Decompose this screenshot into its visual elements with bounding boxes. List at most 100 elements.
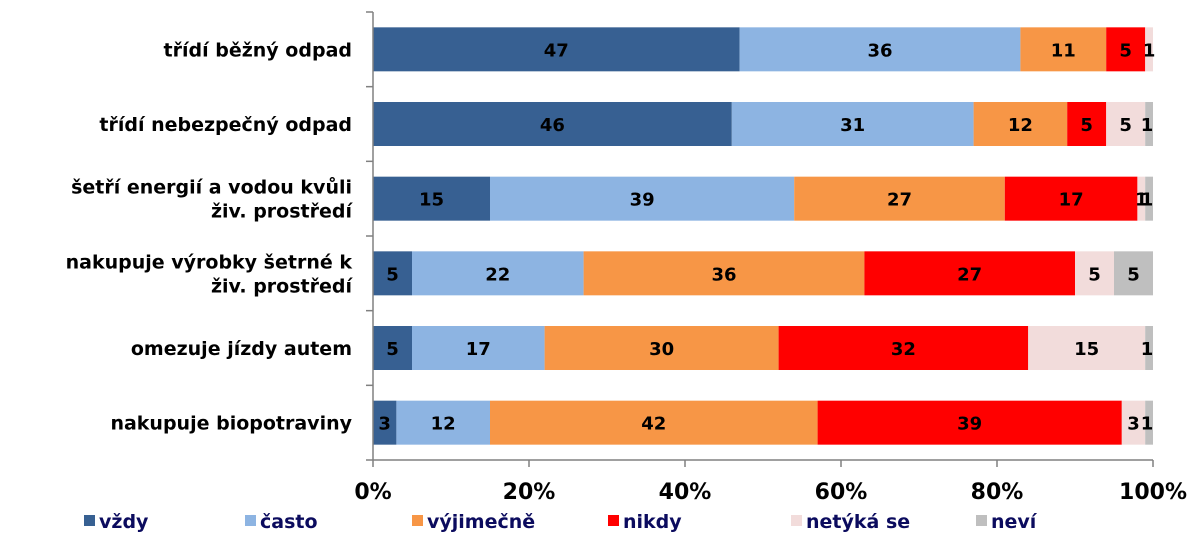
- bar-segment: [373, 27, 740, 72]
- bar-segment: [490, 176, 795, 221]
- data-label: 15: [1074, 339, 1099, 360]
- category-label: nakupuje výrobky šetrné k: [66, 251, 353, 273]
- bar-segment: [731, 102, 974, 146]
- data-label: 12: [1008, 115, 1033, 136]
- data-label: 12: [431, 414, 456, 435]
- bar-segment: [794, 176, 1005, 221]
- category-label: nakupuje biopotraviny: [110, 413, 352, 435]
- bar-segment: [973, 102, 1068, 146]
- x-tick-label: 20%: [503, 480, 556, 505]
- bar-segment: [373, 176, 490, 221]
- axes-group: [366, 11, 1154, 467]
- legend: vždy často výjimečně nikdy netýká se neví: [84, 511, 1038, 533]
- bar-segment: [1145, 176, 1153, 221]
- category-label: třídí běžný odpad: [164, 39, 352, 61]
- bar-segment: [1106, 27, 1146, 72]
- data-label: 17: [1059, 190, 1084, 211]
- bar-segment: [778, 326, 1029, 370]
- x-tick-label: 60%: [815, 480, 868, 505]
- data-label: 15: [419, 190, 444, 211]
- bar-segment: [1106, 102, 1146, 146]
- legend-swatch: [608, 515, 619, 526]
- data-label: 5: [1119, 115, 1132, 136]
- x-tick-label: 0%: [354, 480, 391, 505]
- bar-segment: [1121, 400, 1146, 445]
- x-tick-label: 40%: [659, 480, 712, 505]
- data-label: 5: [386, 264, 399, 285]
- legend-swatch: [245, 515, 256, 526]
- data-labels-group: 47 36 11 5 146 31 12 5 5 115 39 27 17 115 22 36 27 5 55 17 3…: [378, 40, 1155, 434]
- bar-segment: [1004, 176, 1138, 221]
- data-label: 46: [540, 115, 565, 136]
- data-label: 1: [1143, 40, 1156, 61]
- x-tick-label: 100%: [1119, 480, 1187, 505]
- data-label: 39: [630, 190, 655, 211]
- bar-segment: [544, 326, 779, 370]
- bar-segment: [373, 326, 412, 370]
- legend-label: vždy: [99, 511, 149, 533]
- legend-label: neví: [991, 511, 1038, 533]
- data-label: 5: [1080, 115, 1093, 136]
- data-label: 42: [641, 414, 666, 435]
- data-label: 32: [891, 339, 916, 360]
- legend-label: často: [260, 511, 318, 533]
- data-label: 3: [378, 414, 391, 435]
- legend-label: nikdy: [623, 511, 682, 533]
- category-labels-group: třídí běžný odpad třídí nebezpečný odpad š…: [66, 39, 354, 434]
- data-label: 17: [466, 339, 491, 360]
- x-tick-label: 80%: [971, 480, 1024, 505]
- bar-segment: [373, 251, 412, 296]
- data-label: 3: [1127, 414, 1140, 435]
- bar-segment: [396, 400, 490, 445]
- bar-segment: [1145, 400, 1153, 445]
- x-tick-labels-group: 0% 20% 40% 60% 80% 100%: [354, 480, 1187, 505]
- data-label: 1: [1135, 190, 1148, 211]
- bar-segment: [739, 27, 1021, 72]
- data-label: 22: [485, 264, 510, 285]
- bar-segment: [1137, 176, 1146, 221]
- data-label: 1: [1141, 414, 1154, 435]
- category-label: šetří energií a vodou kvůli: [71, 176, 352, 199]
- bar-segment: [817, 400, 1122, 445]
- data-label: 5: [386, 339, 399, 360]
- bar-segment: [1145, 102, 1153, 146]
- legend-swatch: [791, 515, 802, 526]
- data-label: 5: [1088, 264, 1101, 285]
- bar-segment: [1145, 27, 1153, 72]
- bar-segment: [1020, 27, 1107, 72]
- data-label: 36: [867, 40, 892, 61]
- data-label: 11: [1051, 40, 1076, 61]
- legend-swatch: [976, 515, 987, 526]
- bar-segment: [490, 400, 818, 445]
- bar-segment: [412, 326, 545, 370]
- legend-label: netýká se: [806, 511, 910, 533]
- bar-segment: [1028, 326, 1146, 370]
- data-label: 30: [649, 339, 674, 360]
- data-label: 27: [957, 264, 982, 285]
- legend-label: výjimečně: [427, 511, 535, 533]
- data-label: 39: [957, 414, 982, 435]
- data-label: 1: [1141, 190, 1154, 211]
- bar-segment: [1145, 326, 1153, 370]
- bar-segment: [412, 251, 584, 296]
- bar-segment: [1067, 102, 1107, 146]
- category-label: omezuje jízdy autem: [131, 338, 352, 360]
- category-label: třídí nebezpečný odpad: [99, 114, 352, 136]
- data-label: 36: [711, 264, 736, 285]
- bars-group: [373, 27, 1153, 445]
- bar-segment: [373, 102, 732, 146]
- bar-segment: [1114, 251, 1153, 296]
- data-label: 5: [1119, 40, 1132, 61]
- bar-segment: [583, 251, 865, 296]
- data-label: 5: [1127, 264, 1140, 285]
- bar-segment: [1075, 251, 1114, 296]
- data-label: 27: [887, 190, 912, 211]
- legend-swatch: [84, 515, 95, 526]
- bar-segment: [864, 251, 1075, 296]
- data-label: 31: [840, 115, 865, 136]
- category-label: živ. prostředí: [211, 275, 354, 297]
- category-label: živ. prostředí: [211, 201, 354, 223]
- data-label: 1: [1141, 339, 1154, 360]
- data-label: 1: [1141, 115, 1154, 136]
